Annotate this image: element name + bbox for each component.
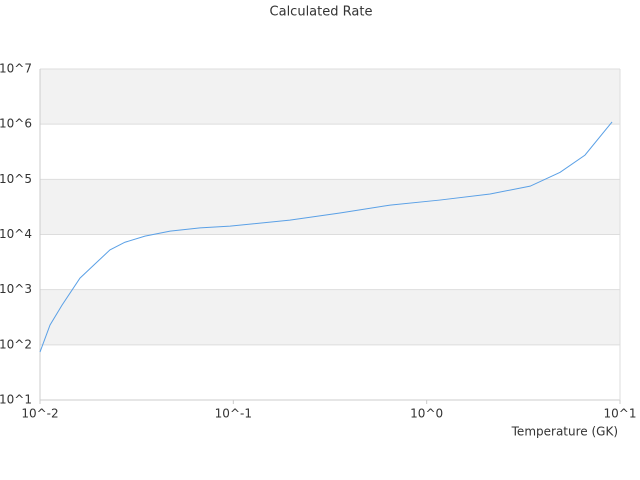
y-tick-label: 10^3 bbox=[0, 282, 32, 296]
x-tick-label: 10^-1 bbox=[215, 407, 252, 421]
data-line bbox=[39, 121, 613, 353]
x-axis-label: Temperature (GK) bbox=[511, 425, 618, 439]
grid-band bbox=[40, 69, 620, 125]
x-tick-label: 10^-2 bbox=[21, 407, 58, 421]
grid-band bbox=[40, 289, 620, 345]
y-tick-label: 10^4 bbox=[0, 227, 32, 241]
y-tick-label: 10^2 bbox=[0, 337, 32, 351]
y-tick-label: 10^1 bbox=[0, 393, 32, 407]
chart-title: Calculated Rate bbox=[270, 5, 373, 20]
y-tick-label: 10^5 bbox=[0, 172, 32, 186]
x-tick-label: 10^1 bbox=[604, 407, 637, 421]
x-tick-label: 10^0 bbox=[410, 407, 443, 421]
y-tick-label: 10^7 bbox=[0, 62, 32, 76]
grid-band bbox=[40, 179, 620, 235]
y-tick-label: 10^6 bbox=[0, 117, 32, 131]
